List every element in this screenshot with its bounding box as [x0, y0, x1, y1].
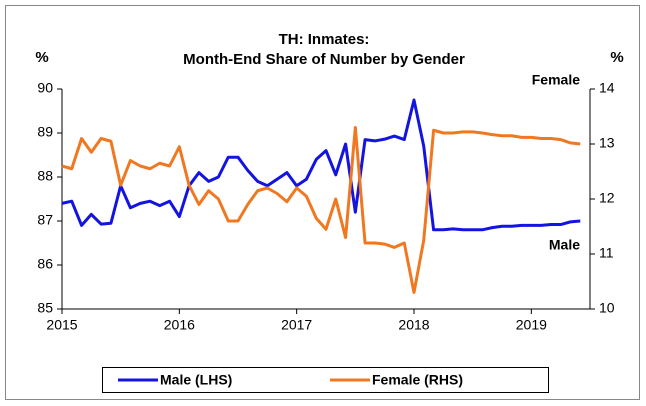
- y-axis-label: %: [35, 49, 48, 66]
- legend-label: Male (LHS): [160, 372, 232, 388]
- x-tick-label: 2017: [281, 317, 312, 333]
- chart-title: TH: Inmates:: [279, 31, 370, 48]
- legend-label: Female (RHS): [372, 372, 463, 388]
- series-line: [61, 98, 581, 232]
- y2-tick-label: 11: [599, 245, 614, 261]
- y2-axis-label: %: [610, 49, 623, 66]
- y2-tick-label: 12: [599, 190, 615, 206]
- series-annotation: Female: [532, 72, 580, 88]
- x-tick-label: 2016: [164, 317, 195, 333]
- chart-frame: [5, 5, 640, 400]
- series-annotation: Male: [549, 237, 580, 253]
- y2-tick-label: 14: [599, 80, 615, 96]
- y-tick-label: 87: [37, 212, 53, 228]
- y-tick-label: 86: [37, 256, 53, 272]
- x-tick-label: 2019: [516, 317, 547, 333]
- y-tick-label: 88: [37, 168, 53, 184]
- x-tick-label: 2018: [398, 317, 429, 333]
- y2-tick-label: 13: [599, 135, 615, 151]
- series-line: [61, 126, 581, 294]
- y-tick-label: 85: [37, 300, 53, 316]
- x-tick-label: 2015: [46, 317, 77, 333]
- y-tick-label: 90: [37, 80, 53, 96]
- legend-box: [102, 367, 549, 393]
- chart-title: Month-End Share of Number by Gender: [183, 51, 465, 68]
- y-tick-label: 89: [37, 124, 53, 140]
- y2-tick-label: 10: [599, 300, 615, 316]
